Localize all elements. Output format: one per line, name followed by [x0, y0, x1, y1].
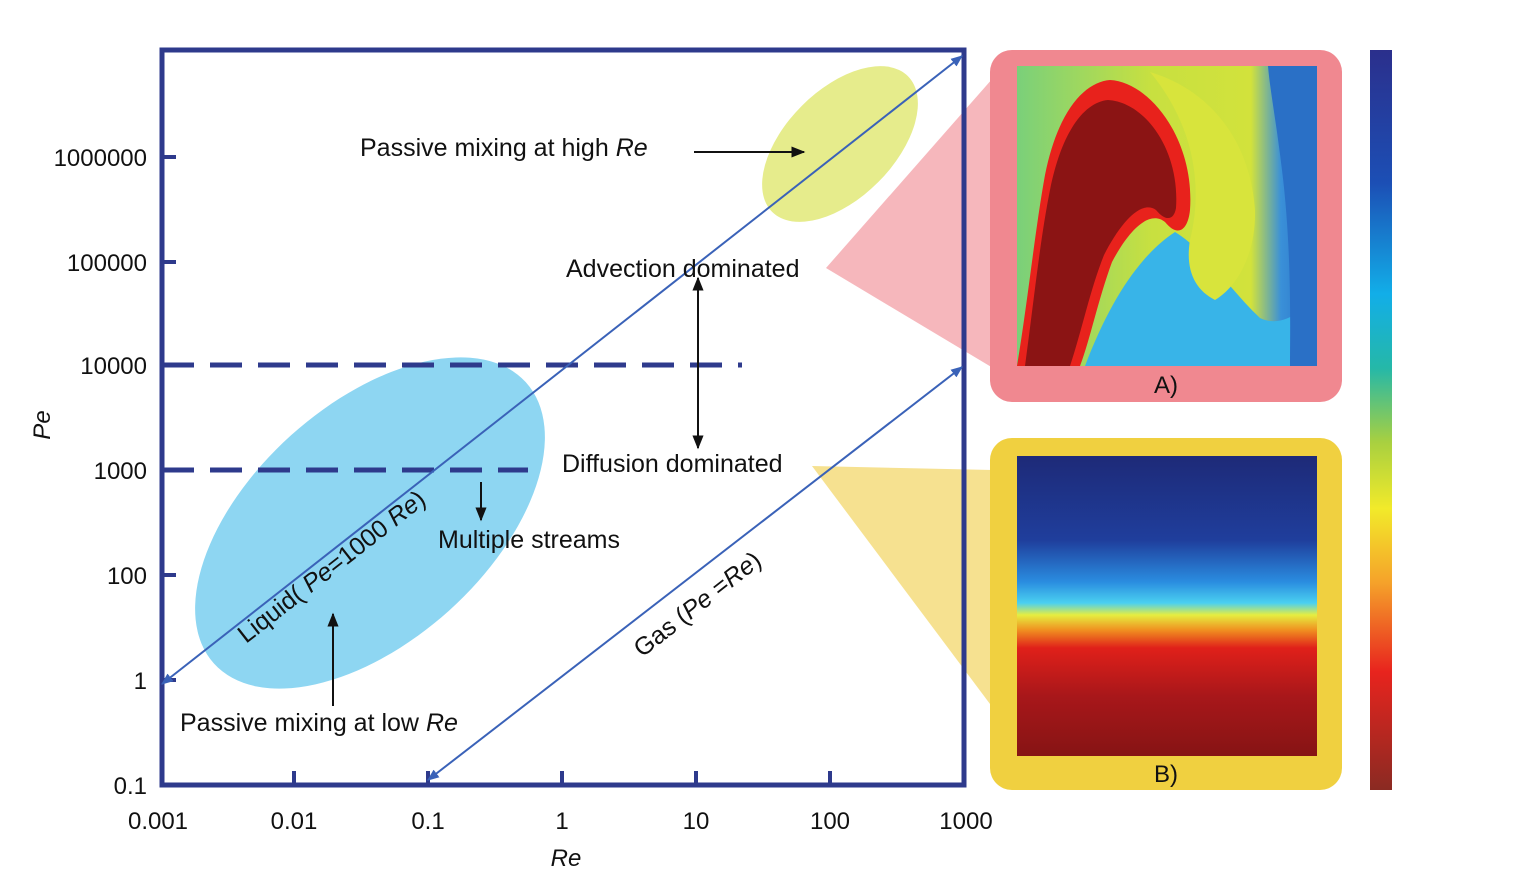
multiple-streams-label: Multiple streams: [438, 526, 620, 554]
y-tick-label: 10000: [80, 353, 147, 380]
x-tick-label: 0.01: [271, 808, 318, 835]
high-re-label: Passive mixing at high Re: [360, 134, 648, 162]
y-tick-label: 100000: [67, 250, 147, 277]
low-re-label: Passive mixing at low Re: [180, 709, 458, 737]
panel-a: A): [990, 50, 1342, 402]
x-tick-label: 10: [683, 808, 710, 835]
panel-b-label: B): [1154, 761, 1178, 788]
panel-a-label: A): [1154, 372, 1178, 399]
y-tick-label: 1: [134, 668, 147, 695]
x-axis-title: Re: [551, 845, 582, 872]
x-tick-label: 0.001: [128, 808, 188, 835]
diffusion-label: Diffusion dominated: [562, 450, 783, 478]
panel-a-dark-core: [1025, 100, 1177, 366]
panel-a-cyan-region: [1085, 232, 1317, 366]
y-tick-label: 1000000: [54, 145, 147, 172]
x-tick-label: 100: [810, 808, 850, 835]
panel-b-image: [1017, 456, 1317, 756]
panel-a-blue-band: [1268, 66, 1317, 366]
y-tick-label: 100: [107, 563, 147, 590]
gas-line-label: Gas (Pe =Re): [628, 546, 766, 663]
panel-b: B): [990, 438, 1342, 790]
x-tick-label: 0.1: [411, 808, 444, 835]
y-tick-label: 1000: [94, 458, 147, 485]
panel-a-yellow-band: [1150, 72, 1256, 300]
x-tick-label: 1: [555, 808, 568, 835]
gas-line: [427, 366, 963, 781]
color-bar: [1370, 50, 1392, 790]
y-axis-title: Pe: [29, 410, 56, 439]
y-tick-label: 0.1: [114, 773, 147, 800]
x-tick-label: 1000: [939, 808, 992, 835]
advection-label: Advection dominated: [566, 255, 799, 283]
